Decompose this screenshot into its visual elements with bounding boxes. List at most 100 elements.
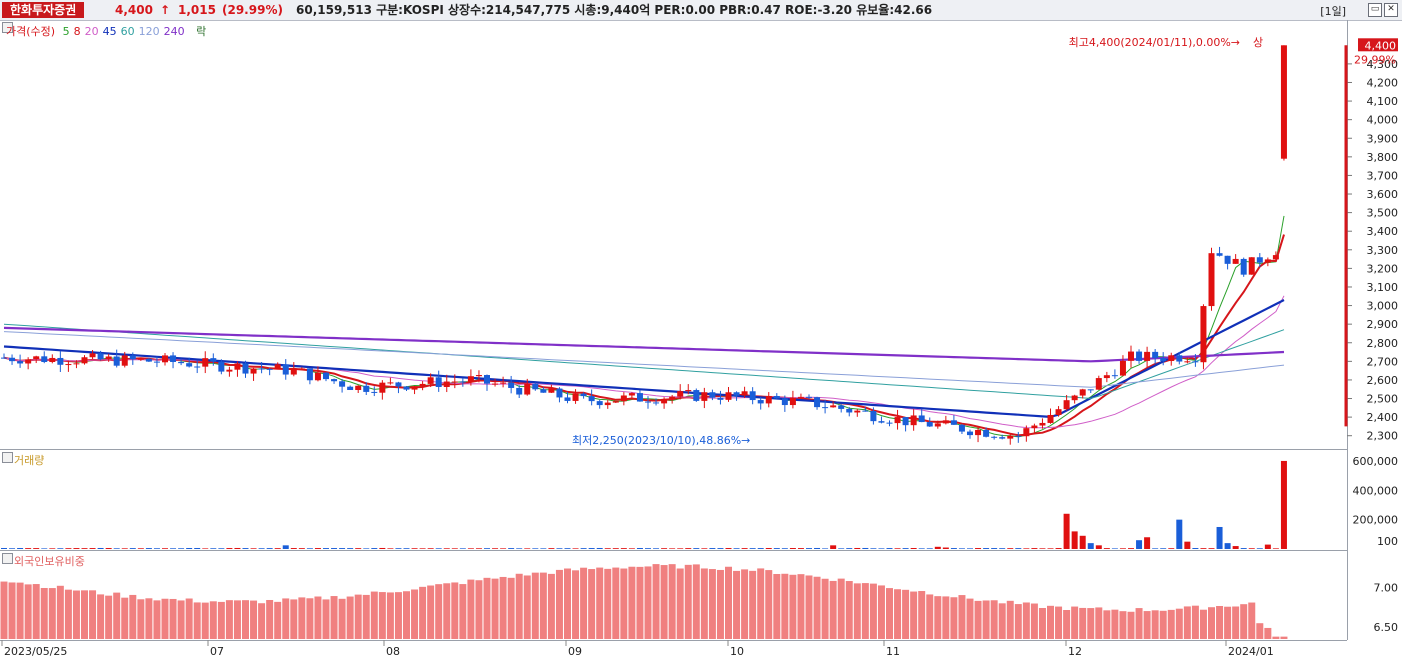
- volume-bar: [1023, 548, 1030, 549]
- foreign-bar: [403, 591, 410, 639]
- y-tick-label: 2,600: [1367, 374, 1399, 387]
- foreign-bar: [757, 568, 765, 639]
- foreign-bar: [990, 600, 998, 639]
- candle-body: [282, 364, 289, 375]
- candle-body: [540, 389, 547, 393]
- foreign-bar: [242, 600, 249, 639]
- candle-body: [886, 422, 893, 424]
- volume-bar: [194, 547, 201, 549]
- foreign-bar: [749, 570, 757, 639]
- foreign-bar: [298, 597, 306, 639]
- foreign-bar: [564, 568, 571, 639]
- foreign-bar: [394, 592, 402, 639]
- volume-bar: [1128, 548, 1134, 549]
- volume-bar: [1232, 546, 1239, 549]
- foreign-tick-label: 7.00: [1374, 582, 1399, 595]
- volume-bar: [25, 548, 32, 549]
- candle-body: [89, 353, 96, 358]
- ma-line-120: [3, 331, 1285, 388]
- candle-body: [258, 368, 265, 370]
- volume-bar: [620, 548, 627, 549]
- stock-name[interactable]: 한화투자증권: [2, 2, 85, 18]
- foreign-bar: [765, 570, 773, 639]
- volume-bar: [516, 548, 523, 549]
- foreign-bar: [708, 569, 716, 639]
- volume-bar: [121, 548, 128, 549]
- candle-body: [862, 410, 869, 412]
- candle-body: [838, 405, 845, 409]
- volume-bar: [934, 546, 941, 549]
- foreign-bar: [89, 590, 97, 639]
- volume-bar: [81, 548, 88, 549]
- volume-bar: [427, 548, 434, 549]
- volume-bar: [999, 548, 1006, 549]
- volume-bar: [975, 548, 982, 549]
- foreign-bar: [926, 594, 934, 639]
- foreign-bar: [716, 569, 724, 639]
- candle-body: [81, 357, 88, 364]
- foreign-bar: [1095, 607, 1103, 639]
- foreign-bar: [24, 584, 32, 639]
- candle-body: [789, 397, 796, 406]
- volume-bar: [580, 548, 587, 549]
- high-annotation: 최고4,400(2024/01/11),0.00%→: [1069, 36, 1240, 49]
- candle-body: [1023, 428, 1030, 437]
- candle-body: [500, 382, 507, 384]
- candle-body: [741, 391, 748, 396]
- volume-bar: [355, 548, 362, 549]
- foreign-bar: [32, 584, 40, 639]
- foreign-bar: [113, 592, 121, 639]
- candle-body: [339, 381, 346, 387]
- volume-bar: [749, 548, 756, 549]
- candle-body: [202, 358, 209, 367]
- volume-bar: [1095, 545, 1102, 549]
- volume-bar: [1079, 535, 1086, 549]
- foreign-bar: [813, 576, 821, 639]
- foreign-bar: [1022, 602, 1030, 639]
- candle-body: [604, 402, 611, 406]
- x-tick-label: 2023/05/25: [4, 645, 67, 658]
- volume-panel-divider: [0, 449, 1347, 450]
- volume-bar: [733, 548, 740, 549]
- foreign-bar: [1208, 607, 1215, 639]
- volume-bar: [492, 548, 499, 549]
- foreign-bar: [121, 597, 129, 639]
- candle-body: [830, 405, 837, 408]
- volume-bar: [1007, 548, 1014, 549]
- panel-menu-icon[interactable]: [2, 22, 13, 33]
- foreign-bar: [886, 588, 893, 639]
- maximize-icon[interactable]: ▭: [1368, 3, 1382, 17]
- foreign-bar: [974, 600, 982, 639]
- foreign-panel-menu-icon[interactable]: [2, 553, 13, 564]
- x-tick-label: 08: [386, 645, 400, 658]
- volume-bar: [773, 548, 780, 549]
- candle-body: [942, 420, 949, 424]
- candle-body: [749, 391, 756, 401]
- foreign-bar: [314, 596, 322, 639]
- foreign-bar: [572, 570, 580, 639]
- y-tick-label: 2,900: [1367, 318, 1399, 331]
- close-icon[interactable]: ✕: [1384, 3, 1398, 17]
- foreign-bar: [419, 586, 427, 639]
- period-selector[interactable]: [1일]: [1320, 5, 1346, 18]
- foreign-bar: [258, 603, 266, 639]
- volume-bar: [1240, 548, 1247, 549]
- volume-bar: [1087, 543, 1094, 549]
- candle-body: [1280, 45, 1287, 159]
- volume-bar: [153, 548, 160, 549]
- volume-bar: [814, 547, 821, 549]
- volume-bar: [838, 548, 845, 549]
- candle-body: [854, 410, 861, 413]
- volume-bar: [1248, 548, 1255, 549]
- candle-body: [910, 415, 917, 426]
- candle-body: [1063, 400, 1070, 410]
- last-price-label: 4,400: [1365, 39, 1397, 52]
- candle-body: [902, 417, 909, 426]
- volume-panel-menu-icon[interactable]: [2, 452, 13, 463]
- volume-bar: [1039, 548, 1046, 549]
- volume-bar: [1200, 548, 1207, 549]
- candle-body: [153, 361, 160, 363]
- ma-line-5: [3, 215, 1285, 438]
- volume-bar: [145, 548, 152, 549]
